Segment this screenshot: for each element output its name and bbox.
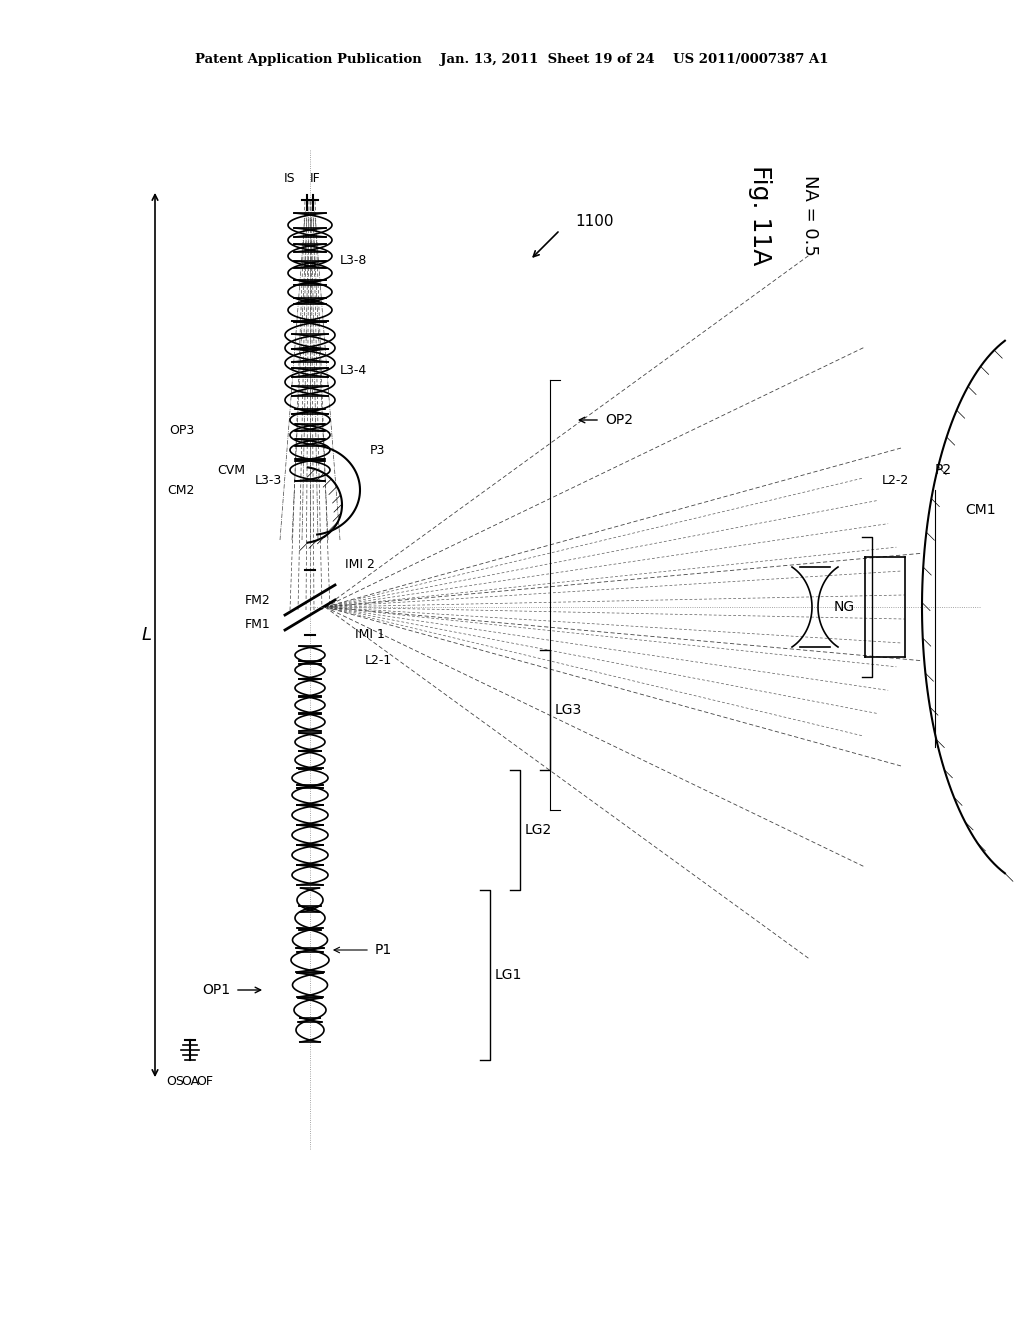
Text: OP2: OP2 [605, 413, 633, 426]
Text: L3-8: L3-8 [340, 253, 368, 267]
Text: LG2: LG2 [525, 822, 552, 837]
Text: P3: P3 [370, 444, 385, 457]
Text: CM2: CM2 [168, 483, 195, 496]
Text: Patent Application Publication    Jan. 13, 2011  Sheet 19 of 24    US 2011/00073: Patent Application Publication Jan. 13, … [196, 54, 828, 66]
Text: CM1: CM1 [965, 503, 995, 517]
Text: P2: P2 [935, 463, 952, 477]
Text: FM2: FM2 [245, 594, 270, 606]
Text: LG1: LG1 [495, 968, 522, 982]
Text: LG3: LG3 [555, 704, 583, 717]
Text: NA = 0.5: NA = 0.5 [801, 174, 819, 256]
Text: L3-4: L3-4 [340, 363, 368, 376]
Text: OP1: OP1 [202, 983, 230, 997]
Text: 1100: 1100 [575, 214, 613, 230]
Text: OS: OS [166, 1074, 184, 1088]
Text: CVM: CVM [217, 463, 245, 477]
Text: OP3: OP3 [170, 424, 195, 437]
Text: Fig. 11A: Fig. 11A [748, 165, 772, 265]
Text: L2-2: L2-2 [882, 474, 908, 487]
Text: OA: OA [181, 1074, 199, 1088]
Text: L: L [142, 626, 152, 644]
Text: FM1: FM1 [245, 619, 270, 631]
Text: IMI 2: IMI 2 [345, 558, 375, 572]
Text: OF: OF [197, 1074, 213, 1088]
Text: NG: NG [834, 601, 855, 614]
Text: L2-1: L2-1 [365, 653, 392, 667]
Text: IMI 1: IMI 1 [355, 628, 385, 642]
Text: IF: IF [309, 172, 321, 185]
Text: L3-3: L3-3 [255, 474, 283, 487]
Text: P1: P1 [375, 942, 392, 957]
Text: IS: IS [285, 172, 296, 185]
